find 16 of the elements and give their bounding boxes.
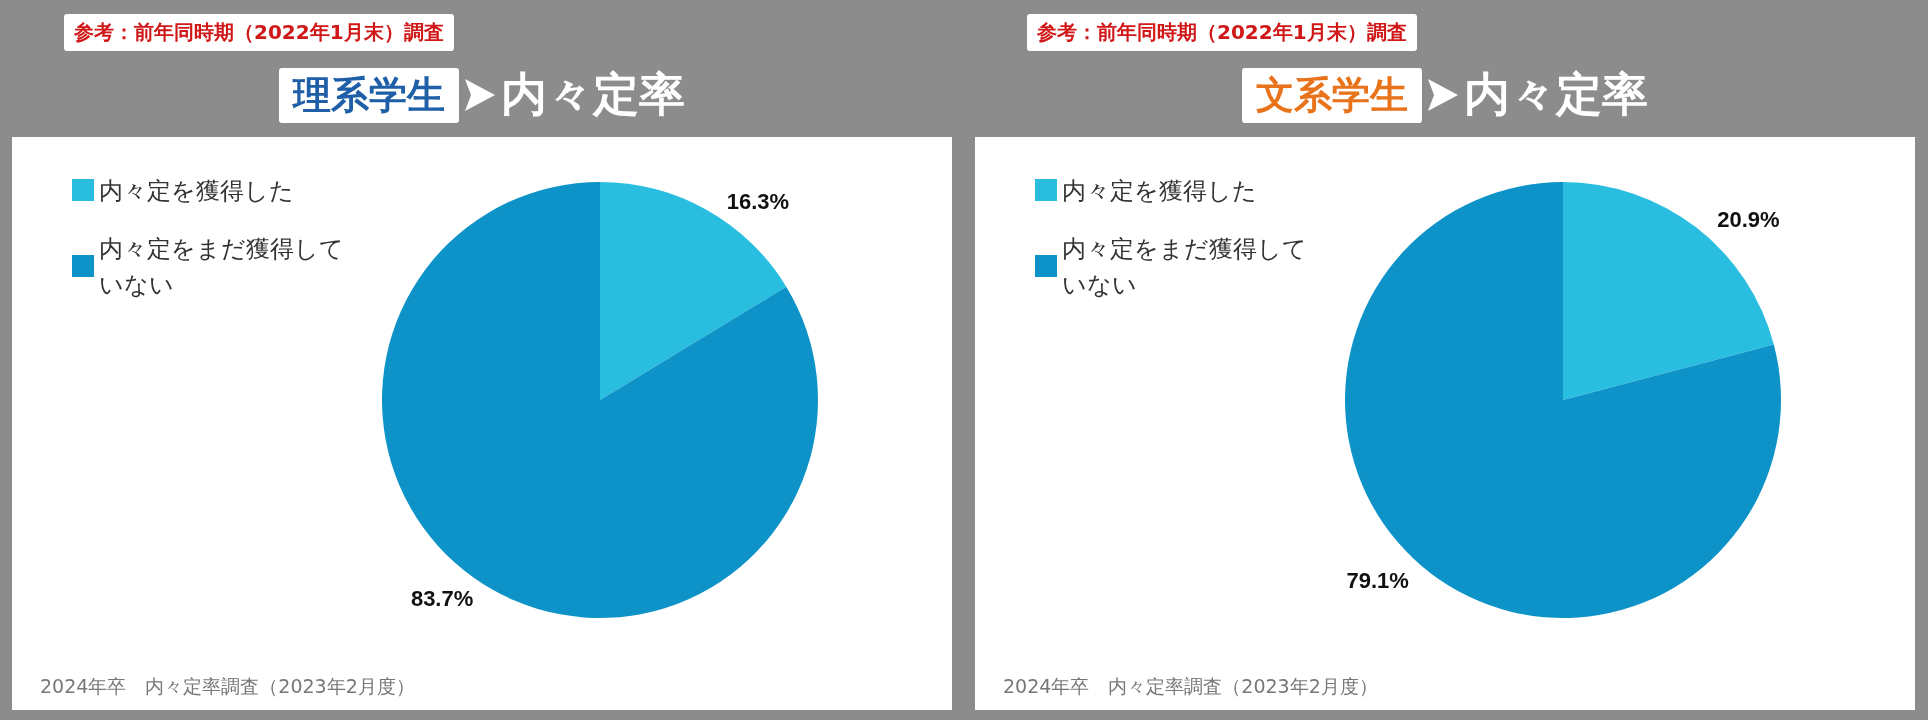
data-label: 16.3% bbox=[726, 188, 790, 214]
chart-subtitle: 内々定率 bbox=[501, 66, 685, 123]
legend-label: 内々定を獲得した bbox=[99, 176, 294, 204]
text: 参考：前年同時期（2022年1月末）調査 bbox=[64, 14, 454, 51]
legend-label: 内々定をまだ獲得していない bbox=[1062, 234, 1307, 298]
data-label: 83.7% bbox=[410, 586, 474, 612]
chart-subtitle: 内々定率 bbox=[1464, 66, 1648, 123]
legend-label: 内々定を獲得した bbox=[1062, 176, 1257, 204]
text: 2024年卒 内々定率調査（2023年2月度） bbox=[40, 674, 415, 699]
chart-title: 文系学生 bbox=[1242, 67, 1422, 123]
text: 参考：前年同時期（2022年1月末）調査 bbox=[1027, 14, 1417, 51]
chart-title: 理系学生 bbox=[279, 67, 459, 123]
data-label: 79.1% bbox=[1346, 568, 1409, 594]
text: 2024年卒 内々定率調査（2023年2月度） bbox=[1003, 674, 1378, 699]
data-label: 20.9% bbox=[1717, 206, 1780, 232]
legend-label: 内々定をまだ獲得していない bbox=[99, 234, 344, 298]
